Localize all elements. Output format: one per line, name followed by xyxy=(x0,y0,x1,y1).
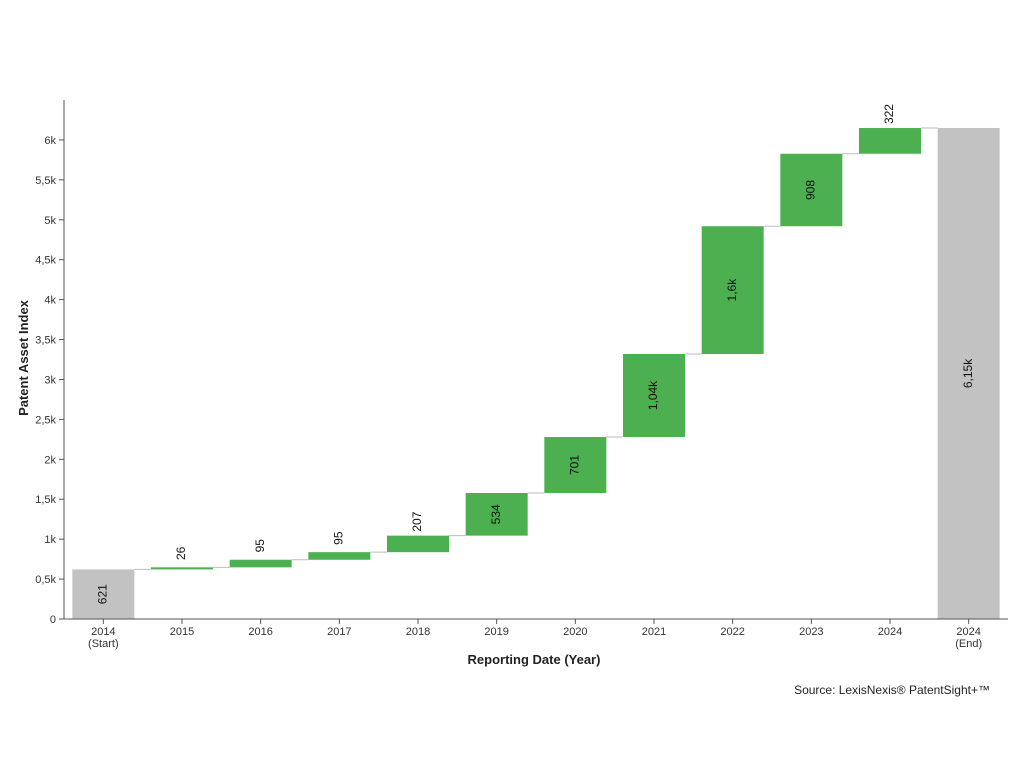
bar-value-label: 534 xyxy=(489,504,503,524)
increase-bar xyxy=(465,493,528,536)
axes xyxy=(63,100,1008,620)
bar-value-label: 621 xyxy=(96,584,110,604)
bar-value-label: 95 xyxy=(253,539,267,553)
x-tick-label: 2024 xyxy=(956,626,980,638)
y-tick-label: 0 xyxy=(50,614,56,626)
x-tick-label: 2024 xyxy=(878,626,902,638)
bar-value-label: 1,6k xyxy=(725,278,739,302)
total-bar xyxy=(72,569,135,619)
x-tick-sublabel: (Start) xyxy=(88,638,119,650)
y-tick-label: 5k xyxy=(44,215,56,227)
y-axis-title: Patent Asset Index xyxy=(16,299,31,416)
bars: 621 26 95 95 207 534 701 1,04k 1,6k 908 322 6,15k xyxy=(72,104,1000,619)
x-tick-label: 2022 xyxy=(720,626,744,638)
y-axis-ticks: 0 0,5k 1k 1,5k 2k 2,5k 3k 3,5k 4k 4,5k 5k 5,5k 6k xyxy=(35,135,64,626)
increase-bar xyxy=(780,153,843,227)
increase-bar xyxy=(623,353,685,438)
x-tick-label: 2016 xyxy=(248,626,272,638)
x-tick-label: 2018 xyxy=(406,626,430,638)
y-tick-label: 1,5k xyxy=(35,494,56,506)
increase-bar xyxy=(308,552,371,560)
total-bar xyxy=(937,127,1000,619)
source-note: Source: LexisNexis® PatentSight+™ xyxy=(794,683,990,697)
y-tick-label: 5,5k xyxy=(35,175,56,187)
x-tick-label: 2019 xyxy=(484,626,508,638)
y-tick-label: 1k xyxy=(44,534,56,546)
y-tick-label: 4k xyxy=(44,295,56,307)
x-tick-label: 2014 xyxy=(91,626,115,638)
x-tick-label: 2017 xyxy=(327,626,351,638)
y-tick-label: 6k xyxy=(44,135,56,147)
x-tick-label: 2020 xyxy=(563,626,587,638)
increase-bar xyxy=(701,226,764,354)
y-tick-label: 3,5k xyxy=(35,335,56,347)
x-tick-label: 2015 xyxy=(170,626,194,638)
increase-bar xyxy=(544,437,607,494)
y-tick-label: 2k xyxy=(44,454,56,466)
increase-bar xyxy=(151,567,213,570)
bar-value-label: 95 xyxy=(332,531,346,545)
increase-bar xyxy=(387,535,449,553)
connector-lines xyxy=(134,127,938,570)
increase-bar xyxy=(229,559,292,568)
x-tick-label: 2021 xyxy=(642,626,666,638)
bar-value-label: 6,15k xyxy=(961,358,975,388)
y-tick-label: 3k xyxy=(44,374,56,386)
y-tick-label: 0,5k xyxy=(35,574,56,586)
y-tick-label: 2,5k xyxy=(35,414,56,426)
x-axis-title: Reporting Date (Year) xyxy=(468,652,601,667)
bar-value-label: 322 xyxy=(882,104,896,124)
bar-value-label: 701 xyxy=(568,455,582,475)
bar-value-label: 26 xyxy=(174,546,188,560)
x-axis-ticks: 2014(Start) 2015 2016 2017 2018 2019 2020 2021 2… xyxy=(88,619,982,650)
bar-value-label: 207 xyxy=(410,511,424,531)
x-tick-sublabel: (End) xyxy=(955,638,982,650)
x-tick-label: 2023 xyxy=(799,626,823,638)
bar-value-label: 1,04k xyxy=(646,380,660,410)
increase-bar xyxy=(859,128,921,154)
y-tick-label: 4,5k xyxy=(35,255,56,267)
bar-value-label: 908 xyxy=(804,180,818,200)
